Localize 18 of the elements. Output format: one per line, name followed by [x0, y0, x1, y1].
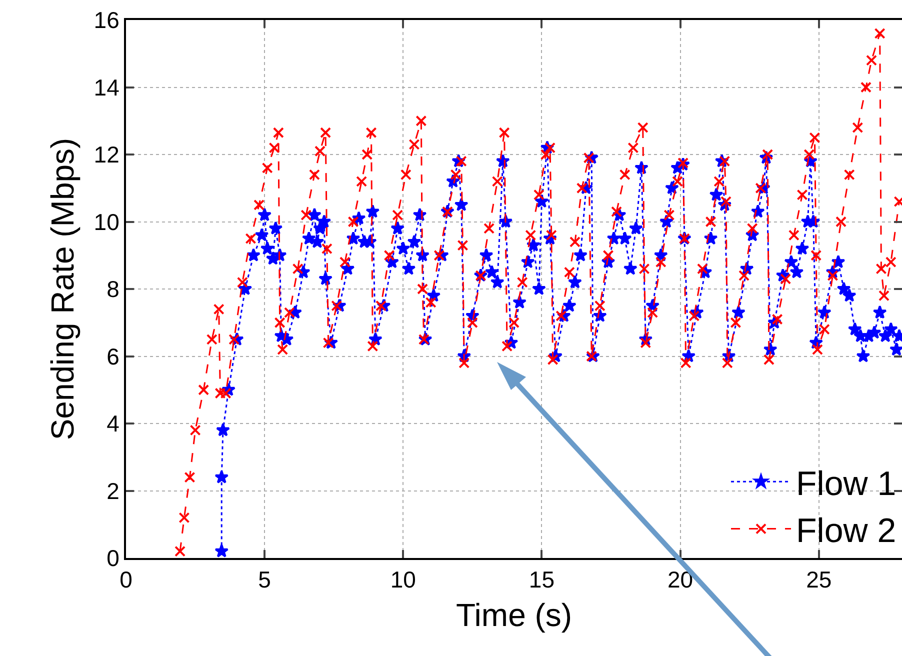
y-tick-label: 6 [106, 343, 120, 370]
legend-label: Flow 1 [796, 464, 896, 503]
y-tick-label: 0 [106, 545, 120, 572]
y-tick-label: 16 [94, 7, 120, 34]
x-axis-title: Time (s) [456, 597, 572, 633]
x-tick-label: 5 [258, 566, 271, 593]
y-tick-label: 10 [94, 208, 120, 235]
y-tick-label: 14 [94, 74, 120, 100]
y-tick-label: 8 [106, 276, 120, 302]
x-tick-label: 25 [806, 566, 832, 593]
y-tick-label: 2 [106, 478, 120, 504]
y-axis-title: Sending Rate (Mbps) [44, 138, 81, 440]
x-tick-label: 20 [667, 566, 694, 593]
legend-label: Flow 2 [796, 512, 896, 550]
y-tick-label: 4 [106, 410, 120, 437]
y-tick-label: 12 [94, 142, 120, 168]
x-tick-label: 10 [390, 566, 416, 593]
x-tick-label: 15 [528, 566, 555, 593]
